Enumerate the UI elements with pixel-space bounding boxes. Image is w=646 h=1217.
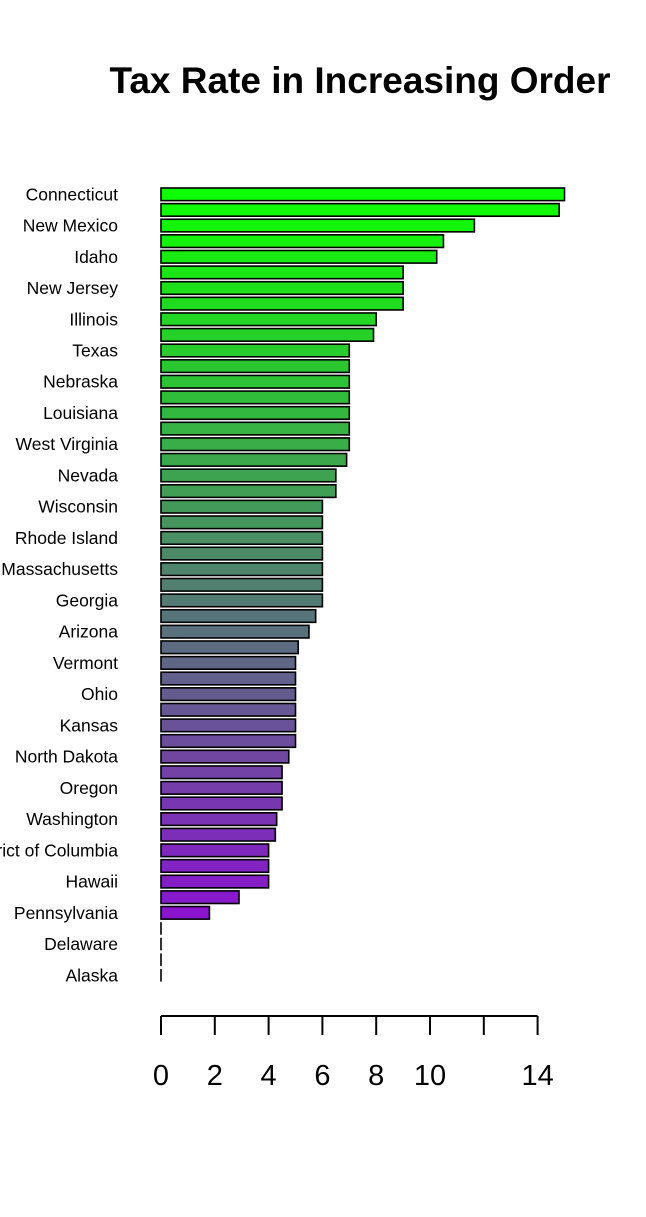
bar <box>160 796 283 811</box>
x-tick-label: 8 <box>368 1060 384 1092</box>
category-label: Idaho <box>74 247 118 267</box>
x-axis: 0 2 4 6 8 10 14 <box>153 1015 554 1092</box>
bar <box>160 765 283 780</box>
category-label: New Mexico <box>23 216 118 236</box>
category-label: Georgia <box>56 590 119 610</box>
category-labels-group: Connecticut New Mexico Idaho New Jersey Illi… <box>0 184 118 985</box>
category-label: Vermont <box>53 653 118 673</box>
category-label: Texas <box>72 341 118 361</box>
bar <box>160 468 337 483</box>
bar <box>160 187 566 202</box>
bar <box>160 655 297 670</box>
chart-title: Tax Rate in Increasing Order <box>109 60 610 101</box>
x-tick-label: 4 <box>261 1060 277 1092</box>
bar <box>160 530 324 546</box>
category-label: New Jersey <box>27 278 119 298</box>
category-label: Washington <box>26 809 118 829</box>
category-label: Alaska <box>65 965 118 985</box>
bar <box>160 390 351 405</box>
bar <box>160 671 297 686</box>
bar <box>160 562 324 577</box>
bar <box>160 359 351 374</box>
category-label: Connecticut <box>26 184 119 204</box>
bar <box>160 483 337 499</box>
bar <box>160 608 317 624</box>
bar <box>160 437 351 452</box>
bar <box>160 593 324 608</box>
bar <box>160 890 240 905</box>
bar <box>160 421 351 436</box>
bars-group <box>160 187 566 982</box>
bar <box>160 687 297 702</box>
category-label: Kansas <box>60 715 119 735</box>
bar <box>160 718 297 733</box>
x-tick-label: 14 <box>521 1060 553 1092</box>
bar <box>160 811 278 827</box>
bar <box>160 249 438 264</box>
bar <box>160 280 404 296</box>
bar <box>160 827 277 842</box>
category-label: Rhode Island <box>15 528 118 548</box>
bar <box>160 858 270 874</box>
category-label: District of Columbia <box>0 840 118 860</box>
bar <box>160 327 375 342</box>
bar <box>160 202 560 218</box>
x-tick-label: 2 <box>207 1060 223 1092</box>
bar <box>160 905 211 920</box>
bar <box>160 624 310 639</box>
category-label: Oregon <box>60 778 118 798</box>
bar <box>160 265 404 280</box>
bar <box>160 874 270 889</box>
bar <box>160 515 324 530</box>
x-tick-label: 6 <box>314 1060 330 1092</box>
bar <box>160 546 324 561</box>
bar <box>160 733 297 749</box>
bar <box>160 780 283 795</box>
bar <box>160 218 476 233</box>
category-label: Hawaii <box>65 872 118 892</box>
bar <box>160 499 324 514</box>
category-label: Pennsylvania <box>14 903 118 923</box>
bar <box>160 749 290 764</box>
category-label: Louisiana <box>43 403 118 423</box>
bar <box>160 577 324 592</box>
category-label: Arizona <box>59 622 119 642</box>
bar <box>160 843 270 858</box>
category-label: Nebraska <box>43 372 118 392</box>
bar <box>160 312 377 327</box>
bar <box>160 234 445 249</box>
category-label: North Dakota <box>15 747 118 767</box>
category-label: Wisconsin <box>38 497 118 517</box>
bar <box>160 702 297 717</box>
category-label: Nevada <box>58 465 119 485</box>
bar <box>160 343 351 358</box>
category-label: West Virginia <box>16 434 119 454</box>
bar <box>160 405 351 421</box>
x-tick-label: 0 <box>153 1060 169 1092</box>
category-label: Ohio <box>81 684 118 704</box>
bar <box>160 374 351 389</box>
category-label: Massachusetts <box>1 559 118 579</box>
bar <box>160 452 348 467</box>
category-label: Illinois <box>69 309 118 329</box>
category-label: Delaware <box>44 934 118 954</box>
bar <box>160 296 404 311</box>
x-tick-label: 10 <box>414 1060 446 1092</box>
bar <box>160 640 299 655</box>
